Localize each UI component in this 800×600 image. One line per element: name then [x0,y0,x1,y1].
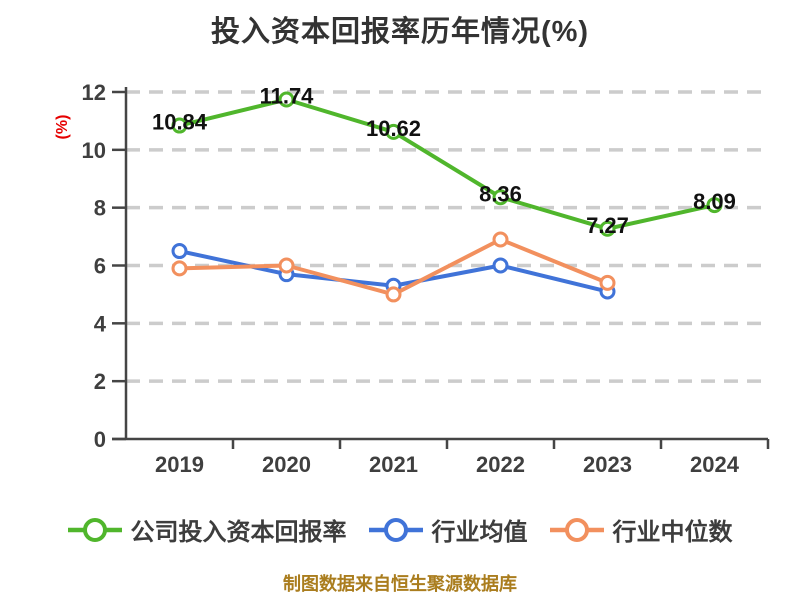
y-tick-label: 2 [94,369,106,394]
x-tick-label: 2021 [369,452,418,477]
y-tick-label: 6 [94,254,106,279]
legend-circle [82,517,107,542]
data-source-note: 制图数据来自恒生聚源数据库 [283,574,517,594]
y-tick-label: 10 [82,138,106,163]
value-label: 8.36 [479,181,522,206]
data-point-marker-series-1 [492,257,509,274]
y-tick-label: 12 [82,80,106,105]
y-tick-label: 0 [94,427,106,452]
legend-item-industry-median[interactable]: 行业中位数 [549,512,733,547]
data-point-marker-series-0 [492,189,509,206]
value-label: 11.74 [260,84,315,109]
data-point-marker-series-0 [706,197,723,214]
y-tick-label: 4 [94,311,107,336]
legend-circle [564,517,589,542]
data-point-marker-series-0 [385,123,402,140]
data-point-marker-series-0 [278,91,295,108]
data-point-marker-series-2 [171,260,188,277]
legend-label: 行业中位数 [612,519,733,546]
legend-item-company-roic[interactable]: 公司投入资本回报率 [67,512,347,547]
value-label: 10.62 [366,116,421,141]
line-chart-plot-area: 0 2 4 6 8 10 12 2019 2020 2021 2022 2023 2024 10.84 11… [82,80,770,477]
x-tick-label: 2023 [583,452,632,477]
data-point-marker-series-2 [385,286,402,303]
legend-marker-green-icon [67,517,122,542]
legend-marker-blue-icon [368,517,423,542]
value-label: 10.84 [152,110,208,135]
x-tick-label: 2024 [690,452,740,477]
chart-title: 投入资本回报率历年情况(%) [210,16,590,48]
legend: 公司投入资本回报率 行业均值 行业中位数 [0,512,800,547]
data-point-marker-series-1 [171,243,188,260]
data-point-marker-series-2 [599,274,616,291]
legend-item-industry-mean[interactable]: 行业均值 [368,512,528,547]
legend-label: 公司投入资本回报率 [130,519,347,546]
legend-circle [383,517,408,542]
legend-marker-orange-icon [549,517,604,542]
data-point-marker-series-2 [492,231,509,248]
series-line-0 [177,97,717,231]
data-point-marker-series-0 [599,220,616,237]
data-point-marker-series-0 [171,117,188,134]
data-point-marker-series-2 [278,257,295,274]
legend-label: 行业均值 [431,519,528,546]
value-label: 8.09 [693,189,736,214]
y-tick-label: 8 [94,196,106,221]
x-tick-label: 2020 [262,452,311,477]
x-tick-label: 2019 [155,452,204,477]
value-label: 7.27 [586,213,629,238]
x-tick-label: 2022 [476,452,525,477]
